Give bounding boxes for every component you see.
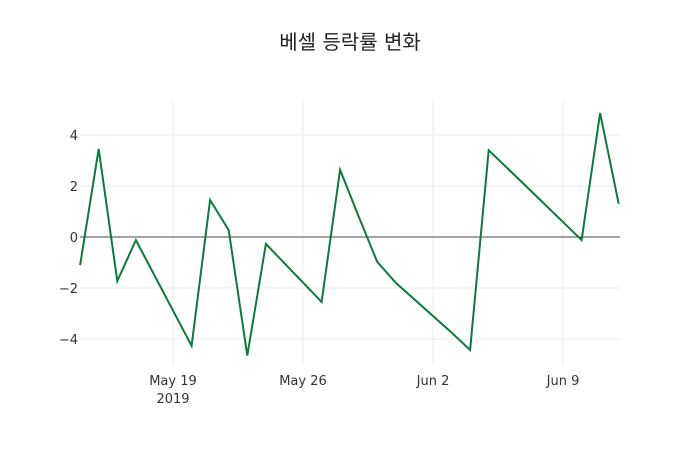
chart-title: 베셀 등락률 변화 [279, 30, 421, 54]
y-tick-label: 2 [70, 180, 78, 195]
x-tick-label: May 26 [279, 374, 327, 389]
y-tick-label: 4 [70, 129, 78, 144]
series-line [79, 112, 620, 356]
x-axis: May 19 2019 May 26 Jun 2 Jun 9 [149, 374, 579, 407]
y-tick-label: 0 [70, 231, 78, 246]
y-tick-label: −4 [59, 333, 78, 348]
x-tick-label: Jun 9 [546, 374, 580, 389]
x-tick-year-label: 2019 [156, 392, 189, 407]
x-tick-label: Jun 2 [416, 374, 450, 389]
y-tick-label: −2 [59, 282, 78, 297]
x-tick-label: May 19 [149, 374, 197, 389]
y-axis: 4 2 0 −2 −4 [59, 129, 78, 348]
gridlines [80, 100, 620, 365]
